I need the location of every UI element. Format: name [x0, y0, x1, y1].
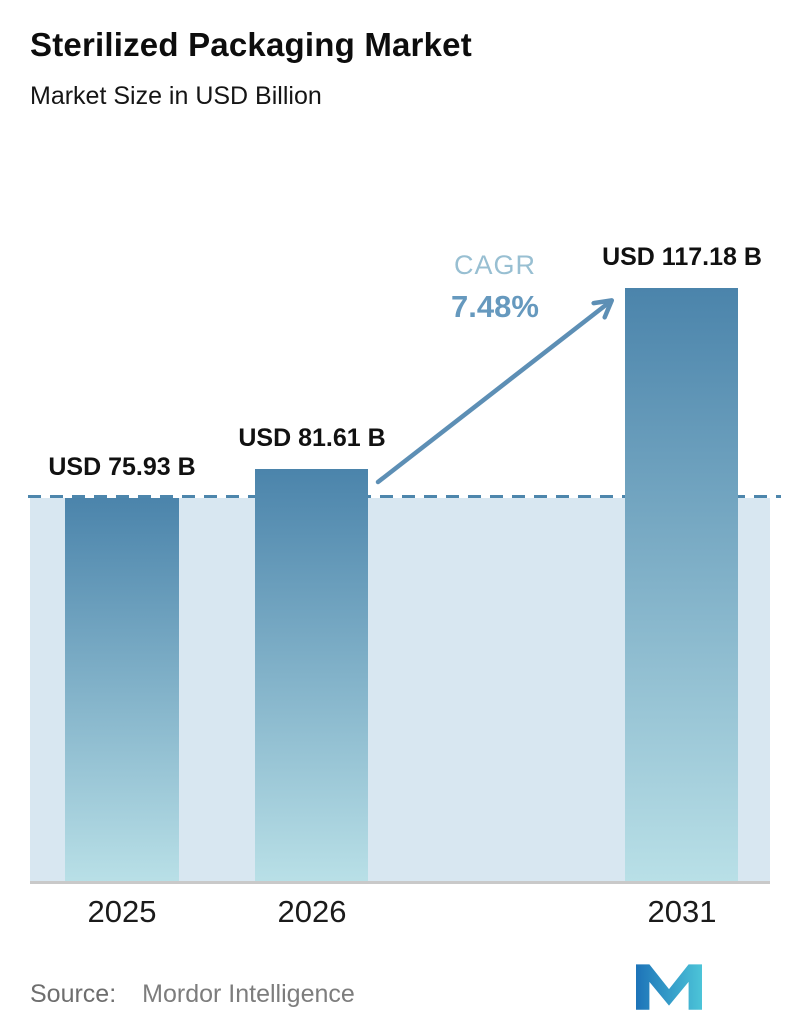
bar-2026 [255, 468, 368, 883]
x-tick-2031: 2031 [647, 894, 717, 929]
bar-chart: USD 75.93 B USD 81.61 B USD 117.18 B CAG… [0, 180, 796, 884]
cagr-value: 7.48% [451, 289, 539, 324]
value-label-2031: USD 117.18 B [602, 243, 762, 272]
x-tick-2026: 2026 [277, 894, 347, 929]
mordor-intelligence-logo [636, 964, 702, 1010]
page-title: Sterilized Packaging Market [30, 26, 472, 63]
x-tick-2025: 2025 [87, 894, 157, 929]
cagr-annotation: CAGR 7.48% [415, 250, 575, 325]
cagr-label: CAGR [453, 250, 536, 280]
page-subtitle: Market Size in USD Billion [30, 82, 322, 110]
value-label-2025: USD 75.93 B [48, 452, 196, 481]
x-axis-line [30, 881, 770, 884]
bar-2031 [625, 288, 738, 883]
source-value: Mordor Intelligence [142, 980, 355, 1008]
source-label: Source: [30, 980, 117, 1008]
value-label-2026: USD 81.61 B [238, 423, 386, 452]
cagr-arrow [375, 180, 796, 485]
bar-2025 [65, 497, 179, 883]
source-row: Source: Mordor Intelligence [30, 980, 355, 1009]
chart-header: Sterilized Packaging Market Market Size … [30, 26, 472, 111]
baseline-dashed-line [28, 494, 781, 498]
